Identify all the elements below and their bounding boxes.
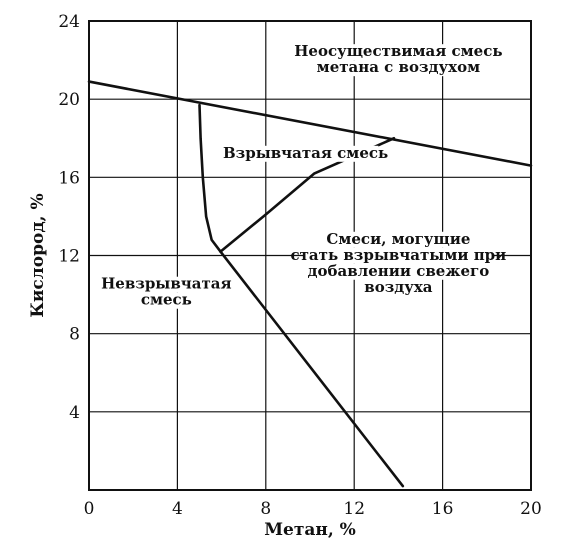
region-label-bg — [304, 247, 493, 264]
region-label-bg — [140, 292, 192, 309]
y-tick-labels: 4 8 12 16 20 24 — [58, 12, 80, 423]
series-line-2 — [198, 103, 222, 253]
x-tick-label: 8 — [260, 499, 271, 519]
x-tick-labels: 0 4 8 12 16 20 — [84, 499, 542, 519]
region-label-bg — [317, 263, 480, 280]
region-label: стать взрывчатыми при — [291, 246, 507, 264]
grid — [89, 21, 531, 490]
region-label-bg — [110, 276, 222, 293]
x-tick-label: 0 — [84, 499, 95, 519]
region-label: Невзрывчатая — [101, 275, 231, 293]
y-tick-label: 4 — [69, 403, 80, 423]
x-tick-label: 16 — [432, 499, 454, 519]
x-tick-label: 4 — [172, 499, 183, 519]
y-axis-label: Кислород, % — [28, 193, 48, 317]
region-label: Взрывчатая смесь — [223, 144, 388, 162]
x-tick-label: 12 — [343, 499, 365, 519]
region-label-bg — [232, 145, 379, 162]
region-label: воздуха — [364, 278, 433, 296]
region-label: Смеси, могущие — [326, 230, 470, 248]
region-label: добавлении свежего — [308, 262, 490, 280]
y-tick-label: 8 — [69, 325, 80, 345]
x-axis-label: Метан, % — [264, 520, 356, 540]
region-label: смесь — [141, 291, 192, 309]
y-tick-label: 12 — [58, 247, 80, 267]
y-tick-label: 24 — [58, 12, 80, 32]
region-label-bg — [308, 44, 489, 61]
series-line-1 — [87, 80, 533, 167]
y-tick-label: 20 — [58, 90, 80, 110]
plot-frame — [88, 20, 532, 491]
series-line-4 — [219, 250, 405, 488]
y-tick-label: 16 — [58, 168, 80, 188]
region-label-bg — [334, 231, 463, 248]
x-tick-label: 20 — [520, 499, 542, 519]
region-label: Неосуществимая смесь — [294, 42, 502, 60]
region-label-bg — [321, 60, 476, 77]
region-label-bg — [364, 279, 433, 296]
region-label: метана с воздухом — [317, 58, 480, 76]
